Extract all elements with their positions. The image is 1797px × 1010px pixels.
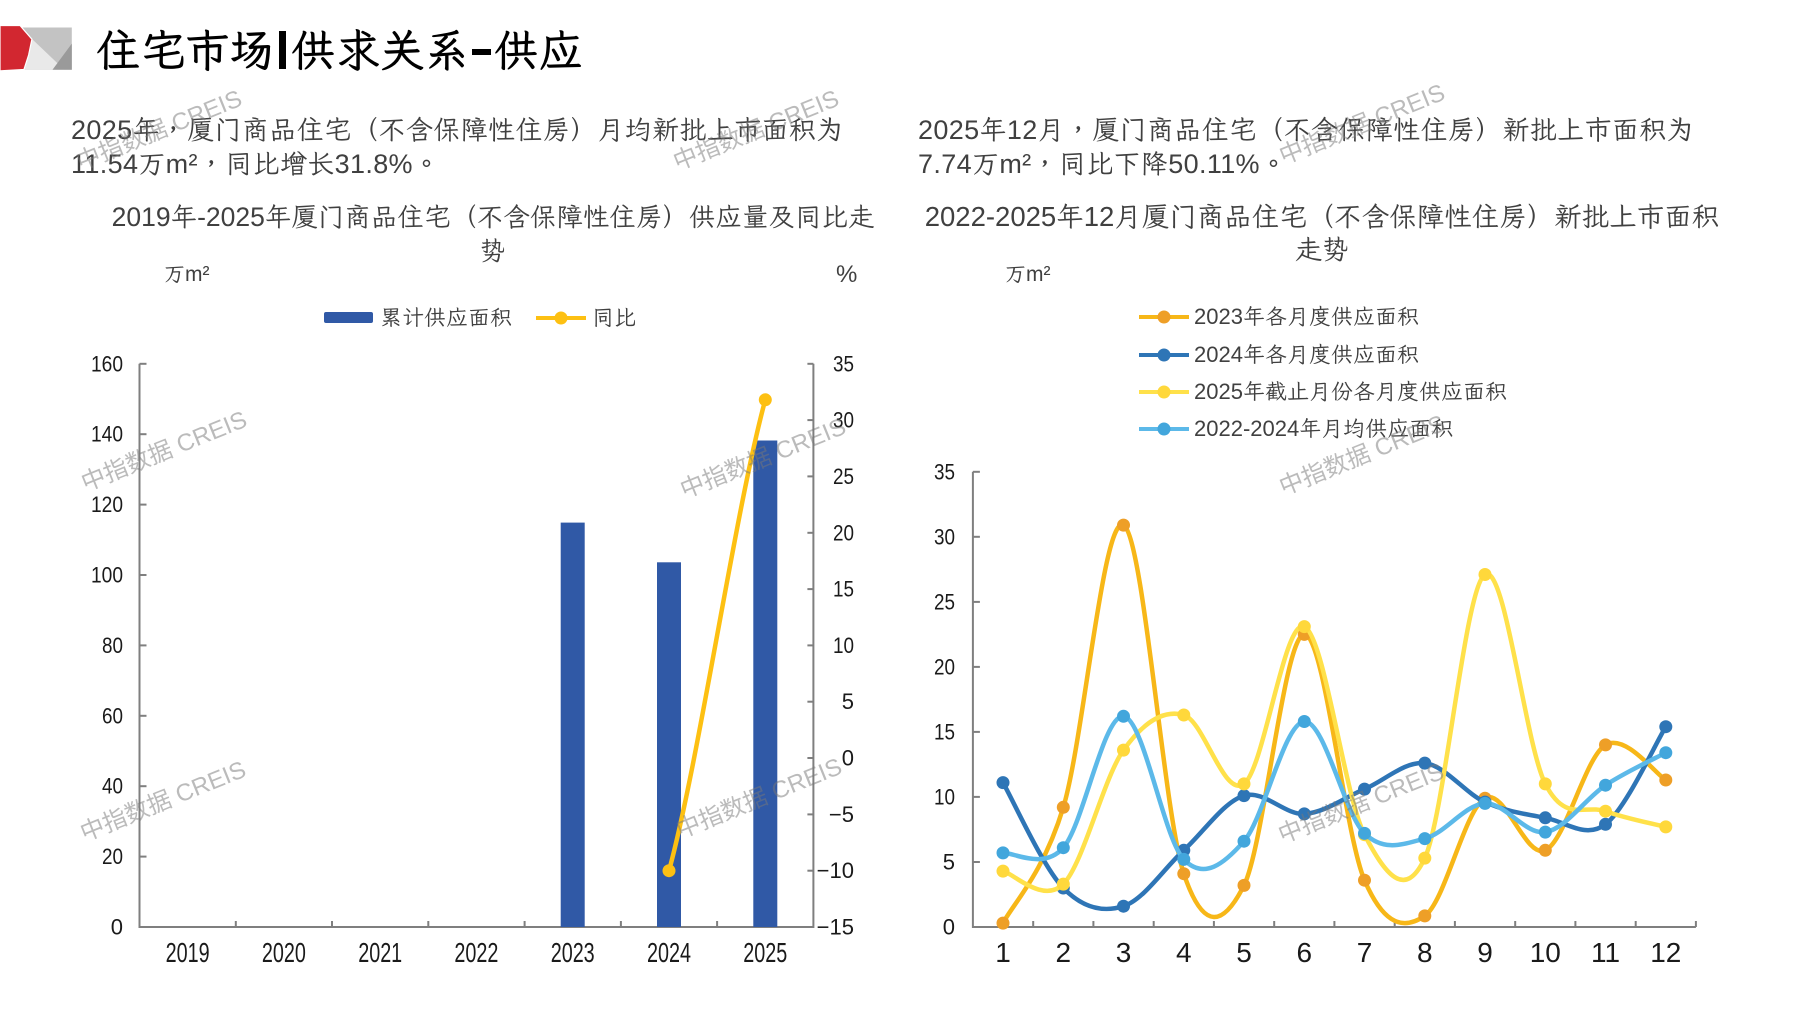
svg-text:10: 10 xyxy=(1530,937,1561,968)
svg-text:2023: 2023 xyxy=(551,937,595,968)
svg-text:80: 80 xyxy=(102,633,123,658)
svg-text:−15: −15 xyxy=(817,915,854,940)
svg-text:−5: −5 xyxy=(829,802,854,827)
svg-text:2: 2 xyxy=(1056,937,1072,968)
svg-text:25: 25 xyxy=(934,589,955,614)
svg-text:9: 9 xyxy=(1477,937,1493,968)
svg-text:40: 40 xyxy=(102,774,123,799)
svg-text:120: 120 xyxy=(91,492,123,517)
svg-text:4: 4 xyxy=(1176,937,1192,968)
svg-text:1: 1 xyxy=(995,937,1011,968)
svg-text:35: 35 xyxy=(934,459,955,484)
svg-text:35: 35 xyxy=(833,351,854,376)
svg-text:20: 20 xyxy=(102,844,123,869)
svg-text:0: 0 xyxy=(111,915,123,940)
svg-text:15: 15 xyxy=(934,719,955,744)
svg-text:2021: 2021 xyxy=(358,937,402,968)
svg-text:2019: 2019 xyxy=(166,937,210,968)
svg-text:−10: −10 xyxy=(817,858,854,883)
svg-text:3: 3 xyxy=(1116,937,1132,968)
svg-text:12: 12 xyxy=(1650,937,1681,968)
svg-text:15: 15 xyxy=(833,577,854,602)
svg-text:5: 5 xyxy=(1236,937,1252,968)
svg-text:0: 0 xyxy=(943,915,955,940)
svg-text:20: 20 xyxy=(833,520,854,545)
svg-text:140: 140 xyxy=(91,422,123,447)
svg-text:5: 5 xyxy=(943,850,955,875)
svg-text:8: 8 xyxy=(1417,937,1433,968)
svg-text:2024: 2024 xyxy=(647,937,691,968)
svg-text:2020: 2020 xyxy=(262,937,306,968)
svg-text:30: 30 xyxy=(934,524,955,549)
svg-text:25: 25 xyxy=(833,464,854,489)
svg-text:160: 160 xyxy=(91,351,123,376)
svg-text:7: 7 xyxy=(1357,937,1373,968)
svg-text:2022: 2022 xyxy=(454,937,498,968)
svg-text:10: 10 xyxy=(833,633,854,658)
svg-text:100: 100 xyxy=(91,563,123,588)
svg-text:0: 0 xyxy=(842,746,854,771)
svg-text:20: 20 xyxy=(934,654,955,679)
svg-text:60: 60 xyxy=(102,703,123,728)
svg-text:5: 5 xyxy=(842,689,854,714)
svg-text:11: 11 xyxy=(1591,937,1620,968)
svg-text:2025: 2025 xyxy=(743,937,787,968)
svg-text:6: 6 xyxy=(1297,937,1313,968)
svg-text:30: 30 xyxy=(833,408,854,433)
svg-text:10: 10 xyxy=(934,784,955,809)
